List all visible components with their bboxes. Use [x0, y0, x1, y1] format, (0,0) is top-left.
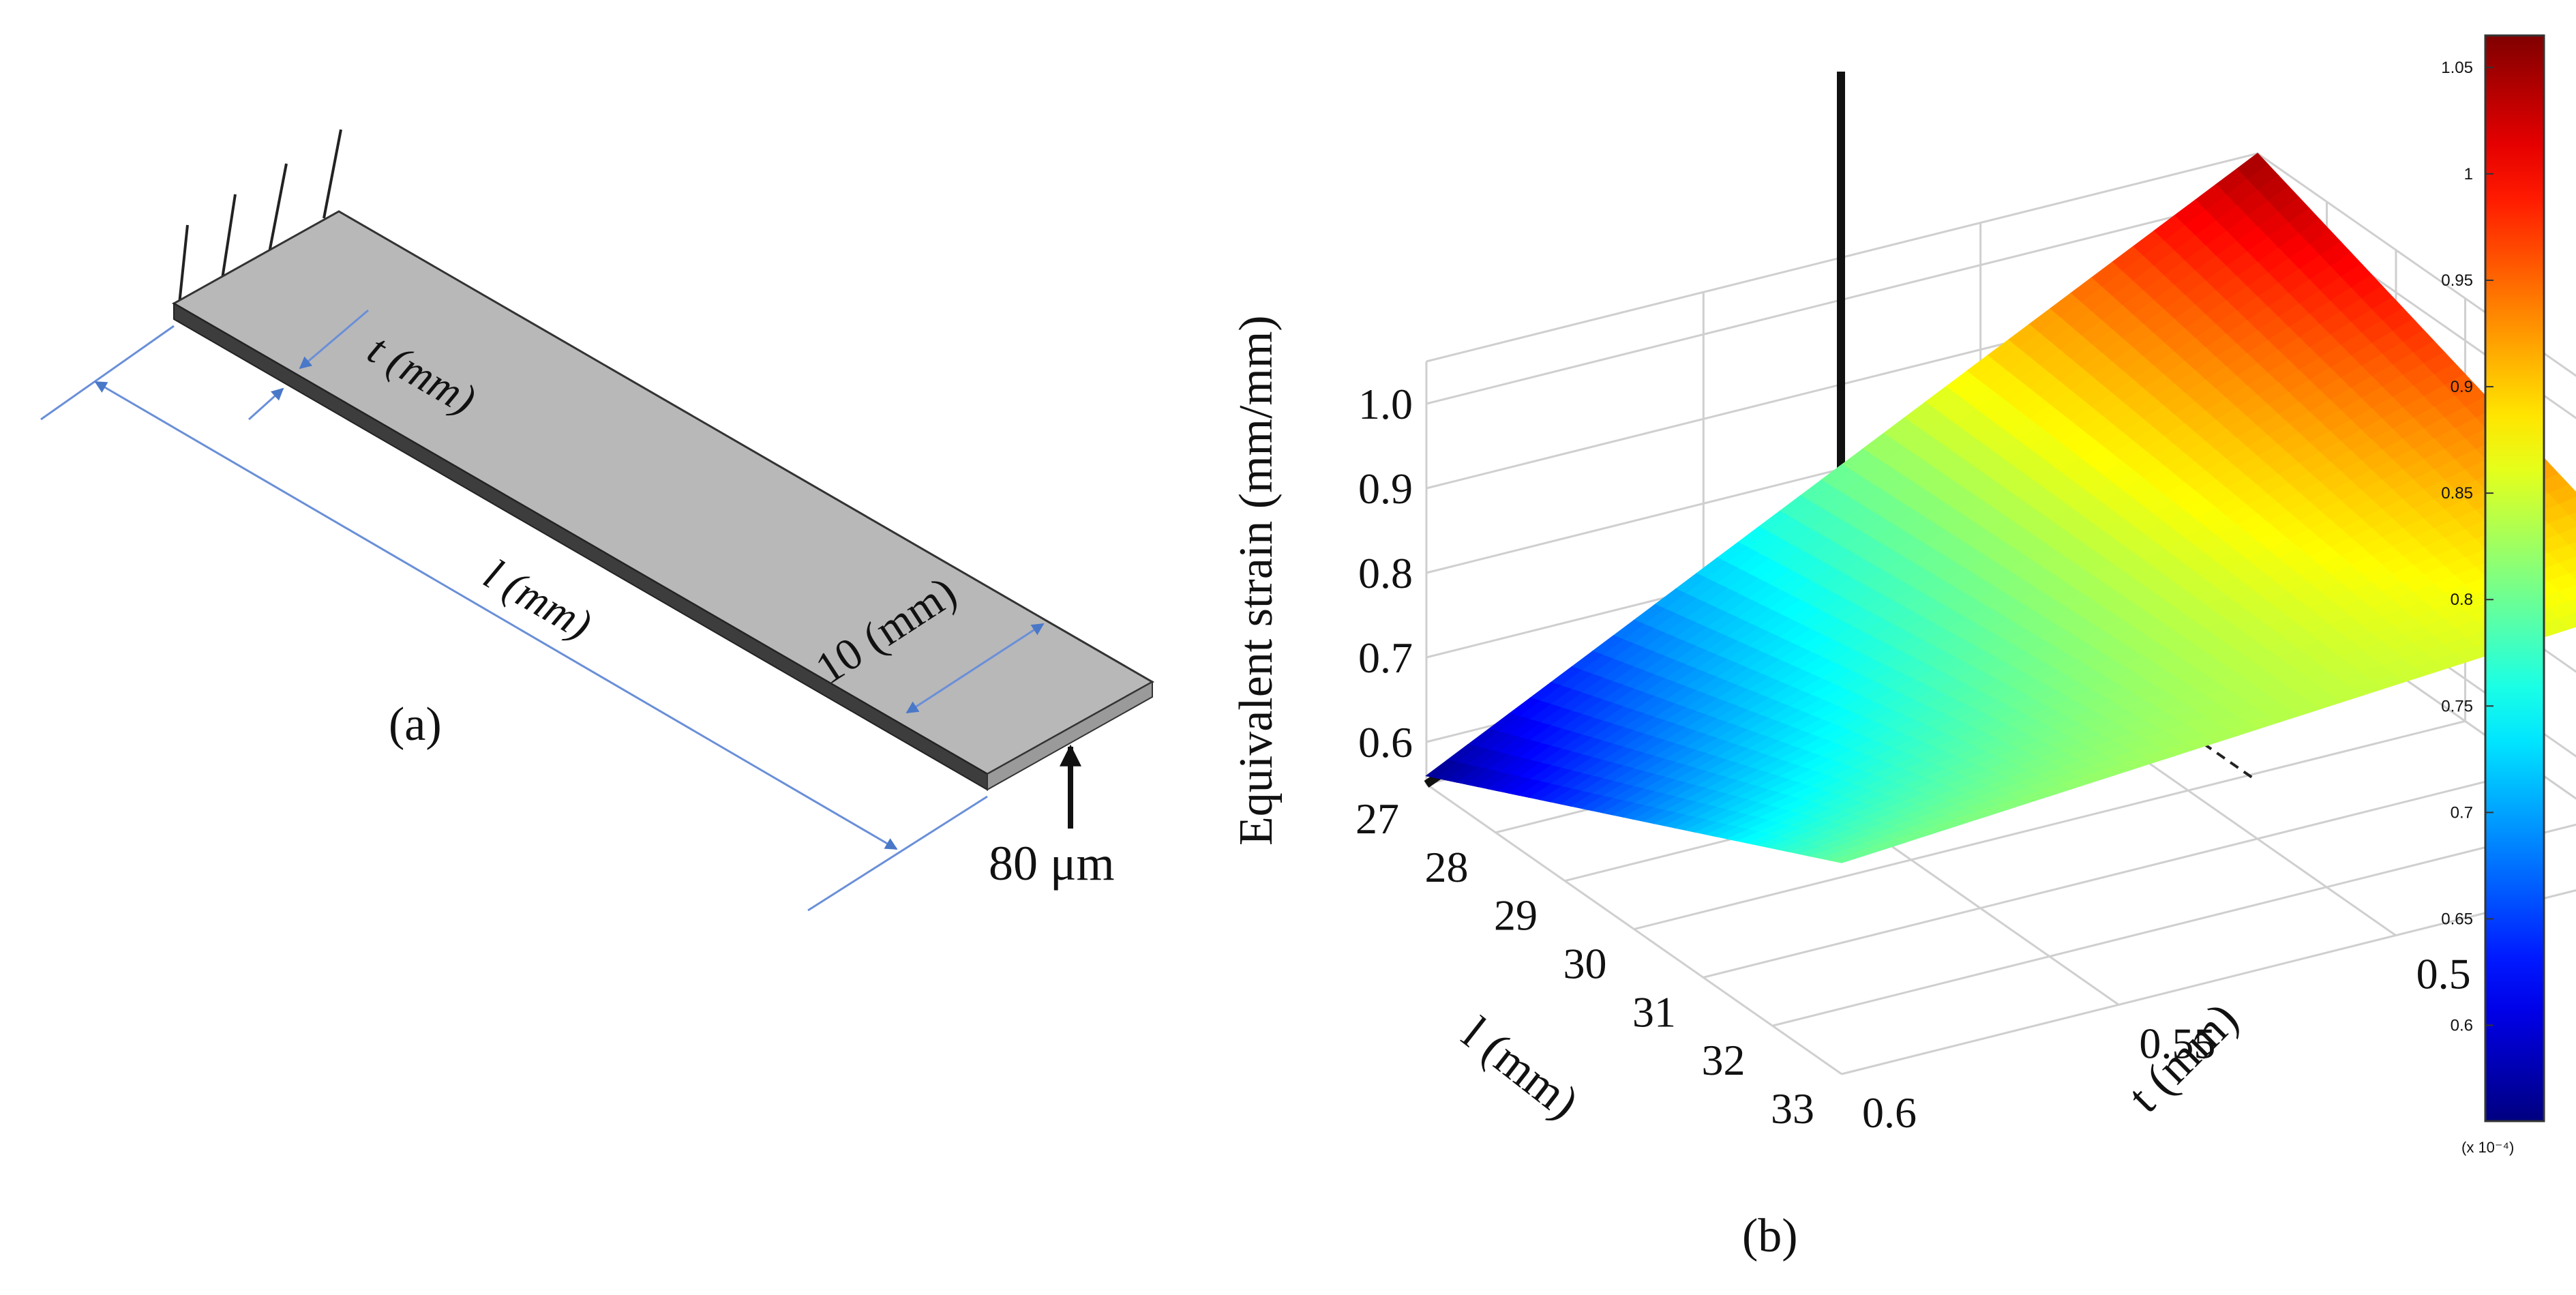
colorbar-tick-label: 0.7: [2451, 803, 2473, 822]
t-axis-label: t (mm): [2118, 993, 2249, 1123]
z-tick-label: 0.7: [1358, 634, 1413, 682]
l-tick-label: 32: [1702, 1036, 1746, 1084]
l-tick-label: 33: [1771, 1084, 1814, 1133]
colorbar-tick-label: 0.75: [2441, 697, 2473, 715]
t-tick-label: 0.6: [1862, 1088, 1917, 1137]
colorbar-multiplier: (x 10⁻⁴): [2461, 1139, 2514, 1156]
clamp-lines: [177, 129, 342, 311]
colorbar-tick-label: 0.65: [2441, 910, 2473, 928]
z-tick-label: 1.0: [1358, 380, 1413, 428]
l-tick-label: 31: [1632, 987, 1676, 1036]
t-tick-label: 0.55: [2139, 1019, 2215, 1067]
colorbar-tick-label: 0.8: [2451, 591, 2473, 609]
t-tick-label: 0.5: [2416, 950, 2471, 998]
colorbar-ticks: 0.6 0.65 0.7 0.75 0.8 0.85 0.9 0.95 1 1.05: [2441, 59, 2493, 1035]
t-axis-ticks: 0.450.50.550.6: [1862, 950, 2471, 1137]
z-tick-label: 0.9: [1358, 464, 1413, 513]
panel-a: t (mm) l (mm) 10 (mm) 80 μm (a): [40, 129, 1155, 912]
length-label: l (mm): [476, 550, 600, 649]
width-dimension-arrow: [905, 623, 1045, 714]
panel-b-caption: (b): [1742, 1210, 1798, 1262]
colorbar-tick-label: 0.95: [2441, 271, 2473, 290]
z-tick-label: 0.8: [1358, 549, 1413, 597]
l-tick-label: 30: [1563, 940, 1607, 988]
colorbar-gradient: [2484, 34, 2545, 1122]
colorbar-tick-label: 1.05: [2441, 59, 2473, 77]
colorbar-tick-label: 0.6: [2451, 1017, 2473, 1035]
panel-a-caption: (a): [389, 698, 442, 751]
l-tick-label: 27: [1356, 794, 1399, 843]
z-axis-label: Equivalent strain (mm/mm): [1230, 315, 1283, 846]
height-label: 80 μm: [989, 836, 1115, 891]
colorbar-tick-label: 0.85: [2441, 484, 2473, 503]
z-axis-ticks: 0.6 0.7 0.8 0.9 1.0: [1358, 380, 1413, 766]
beam: [171, 210, 1155, 791]
length-dimension-arrow: [94, 381, 898, 850]
colorbar-tick-label: 0.9: [2451, 378, 2473, 396]
l-tick-label: 28: [1425, 843, 1469, 891]
z-tick-label: 0.6: [1358, 718, 1413, 766]
dimension-lines: [40, 309, 1045, 912]
l-axis-label: l (mm): [1452, 1007, 1588, 1129]
beam-top-face: [171, 210, 1155, 775]
colorbar-tick-label: 1: [2464, 165, 2473, 183]
colorbar: 0.6 0.65 0.7 0.75 0.8 0.85 0.9 0.95 1 1.05 (x 10⁻…: [2441, 34, 2545, 1156]
l-axis-ticks: 27 28 29 30 31 32 33: [1356, 794, 1814, 1133]
beam-end-face: [987, 681, 1153, 791]
l-tick-label: 29: [1494, 891, 1538, 940]
